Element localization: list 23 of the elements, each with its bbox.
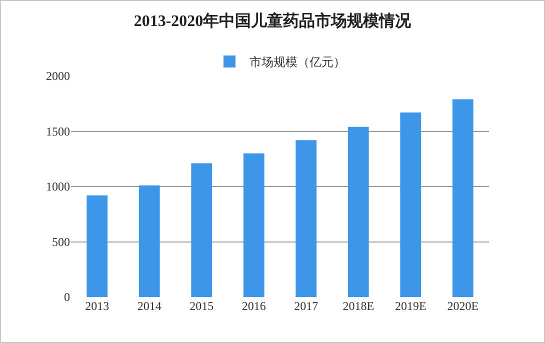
x-tick-label: 2019E [394, 299, 426, 313]
legend-label: 市场规模（亿元） [250, 55, 346, 70]
x-tick-label: 2017 [294, 299, 318, 313]
x-tick-label: 2015 [190, 299, 214, 313]
bar [296, 140, 317, 297]
bar [138, 185, 160, 297]
bar [452, 99, 474, 297]
x-tick-label: 2013 [85, 299, 110, 313]
y-tick-label: 500 [52, 234, 70, 249]
x-tick-label: 2018E [342, 299, 374, 313]
x-tick-label: 2014 [137, 299, 162, 313]
chart-title: 2013-2020年中国儿童药品市场规模情况 [134, 10, 412, 30]
bar [243, 153, 264, 297]
x-tick-label: 2016 [242, 299, 266, 313]
bar [191, 163, 212, 297]
bar [86, 195, 108, 297]
y-tick-label: 1500 [46, 124, 70, 138]
bar [348, 126, 369, 297]
y-tick-label: 1000 [46, 180, 70, 194]
y-tick-label: 0 [64, 290, 70, 304]
bar [400, 112, 422, 297]
x-tick-label: 2020E [447, 299, 479, 313]
y-tick-label: 2000 [46, 69, 70, 84]
